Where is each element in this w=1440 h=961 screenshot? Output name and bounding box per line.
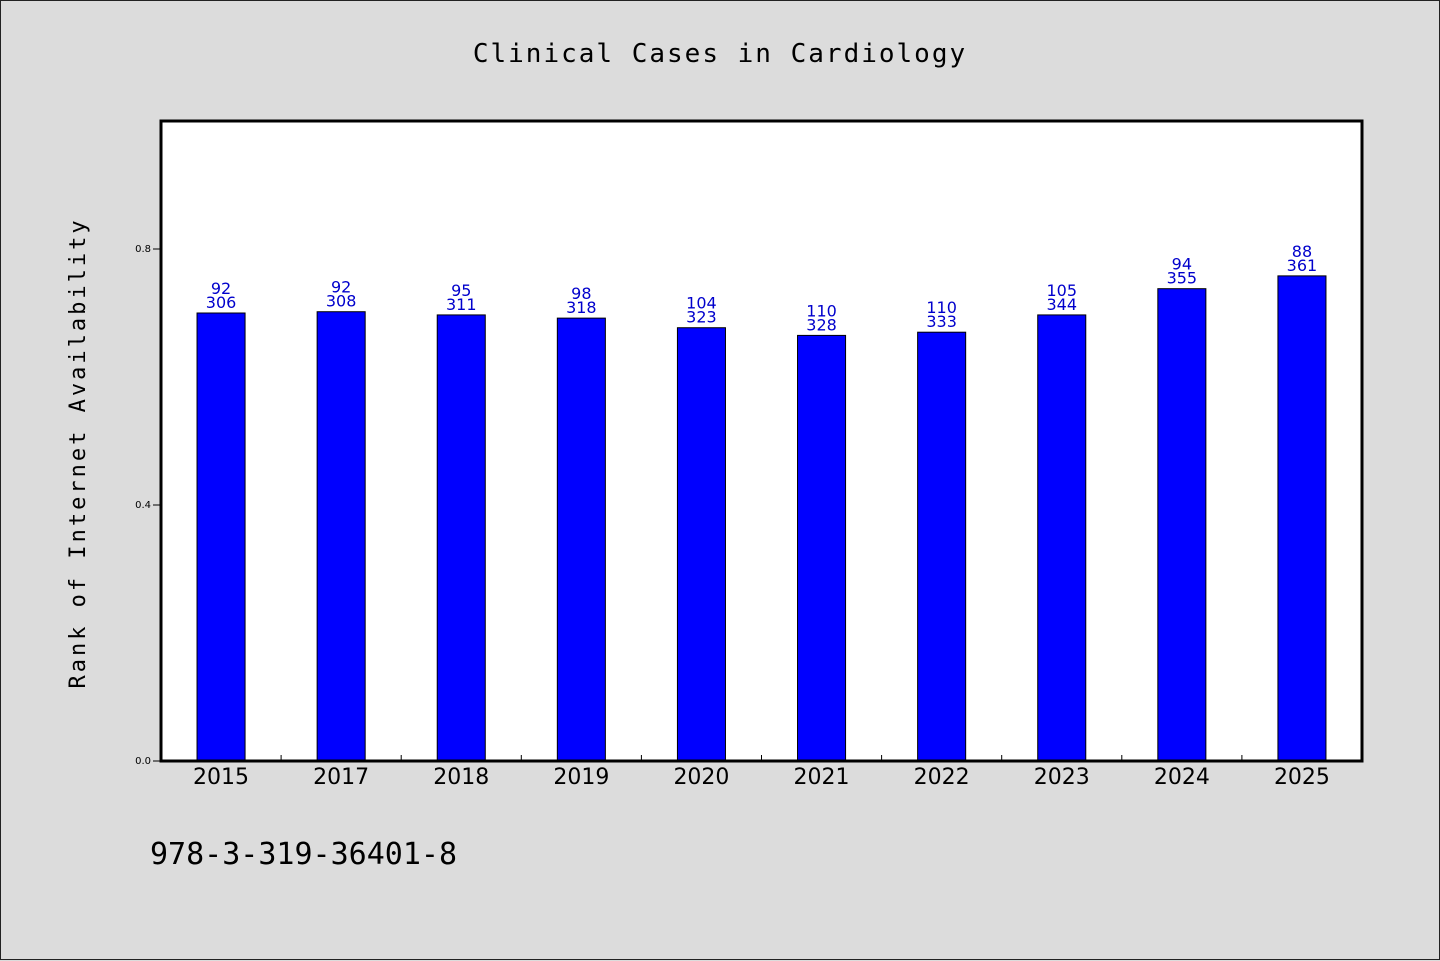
x-tick-label: 2020: [673, 765, 729, 790]
data-label-top: 104: [686, 294, 717, 313]
y-tick-label: 0.0: [135, 756, 151, 767]
data-label-top: 98: [571, 284, 591, 303]
isbn-footer: 978-3-319-36401-8: [150, 837, 457, 872]
x-tick-label: 2023: [1034, 765, 1090, 790]
plot-frame: [159, 119, 1364, 763]
data-label-top: 94: [1172, 255, 1192, 274]
data-label-bottom: 306: [206, 293, 237, 312]
data-label-top: 88: [1292, 242, 1312, 261]
data-label-top: 110: [806, 301, 837, 320]
data-label-top: 92: [211, 279, 231, 298]
bar: [797, 334, 847, 762]
bar: [1037, 314, 1087, 762]
data-label-bottom: 318: [566, 298, 597, 317]
data-label-top: 105: [1046, 281, 1077, 300]
bar: [436, 314, 486, 762]
data-label-top: 95: [451, 281, 471, 300]
data-label-top: 92: [331, 278, 351, 297]
data-label-bottom: 344: [1046, 295, 1077, 314]
data-label-bottom: 328: [806, 315, 837, 334]
x-tick-label: 2015: [193, 765, 249, 790]
data-label-top: 110: [926, 298, 957, 317]
x-tick-label: 2025: [1274, 765, 1330, 790]
x-tick-label: 2022: [914, 765, 970, 790]
data-label-bottom: 311: [446, 295, 477, 314]
bar: [1157, 288, 1207, 762]
chart-title: Clinical Cases in Cardiology: [473, 39, 967, 69]
bar: [917, 331, 967, 762]
data-label-bottom: 333: [926, 312, 957, 331]
y-tick-label: 0.8: [135, 244, 151, 255]
x-tick-label: 2017: [313, 765, 369, 790]
y-axis-label: Rank of Internet Availability: [66, 217, 91, 688]
bar: [316, 311, 366, 762]
data-label-bottom: 308: [326, 292, 357, 311]
x-tick-label: 2018: [433, 765, 489, 790]
bar: [1277, 275, 1327, 762]
y-tick-label: 0.4: [135, 500, 151, 511]
ticks-layer: 2015 2017 2018 2019 2020 2021 2022 2023 2024 2025…: [135, 244, 1330, 790]
data-label-bottom: 361: [1287, 256, 1318, 275]
data-label-bottom: 323: [686, 308, 717, 327]
bar: [676, 327, 726, 762]
bar: [196, 312, 246, 762]
data-label-bottom: 355: [1167, 269, 1198, 288]
x-tick-label: 2024: [1154, 765, 1210, 790]
bar: [556, 317, 606, 762]
x-tick-label: 2019: [553, 765, 609, 790]
x-tick-label: 2021: [794, 765, 850, 790]
